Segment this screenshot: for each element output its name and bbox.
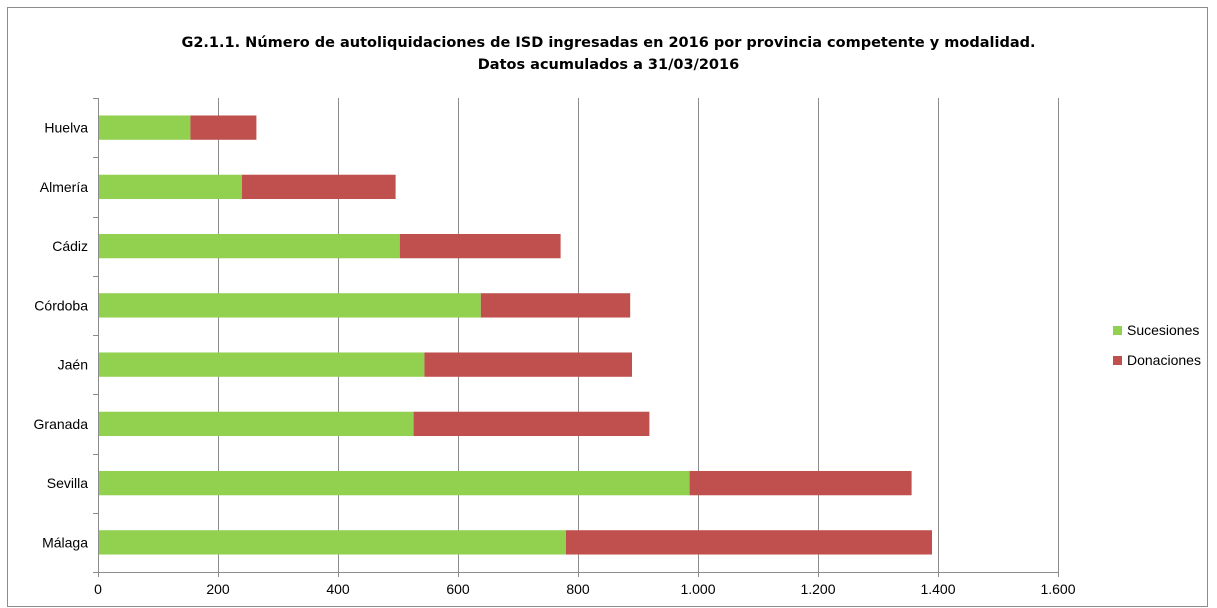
bars — [98, 115, 932, 555]
bar-sucesiones-cádiz — [98, 233, 400, 259]
bar-sucesiones-granada — [98, 411, 414, 437]
x-tick-label: 800 — [566, 581, 590, 597]
y-category-label: Almería — [40, 179, 88, 195]
legend-item-donaciones: Donaciones — [1113, 350, 1201, 370]
bar-donaciones-sevilla — [689, 470, 912, 496]
x-tick-label: 1.600 — [1040, 581, 1075, 597]
legend-swatch-sucesiones — [1113, 325, 1122, 335]
bar-donaciones-jaén — [424, 352, 632, 377]
chart-title: G2.1.1. Número de autoliquidaciones de I… — [0, 32, 1217, 76]
chart-title-line-2: Datos acumulados a 31/03/2016 — [477, 57, 740, 73]
x-tick-label: 600 — [446, 581, 470, 597]
bar-sucesiones-almería — [98, 174, 242, 200]
bar-sucesiones-huelva — [98, 115, 191, 140]
x-tick-label: 1.400 — [920, 581, 955, 597]
x-tick-label: 200 — [206, 581, 230, 597]
x-tick-label: 1.000 — [680, 581, 715, 597]
x-tick-labels: 0 200 400 600 800 1.000 1.200 1.400 1.600 — [94, 581, 1076, 597]
y-category-label: Sevilla — [47, 475, 88, 491]
gridlines — [218, 98, 1059, 572]
bar-sucesiones-córdoba — [98, 293, 481, 318]
bar-sucesiones-jaén — [98, 352, 425, 377]
bar-donaciones-granada — [413, 411, 650, 437]
bar-donaciones-cádiz — [399, 233, 561, 259]
y-category-label: Granada — [34, 416, 89, 432]
x-tick-label: 400 — [326, 581, 350, 597]
bar-donaciones-almería — [242, 174, 396, 200]
y-category-label: Cádiz — [52, 238, 88, 254]
y-category-label: Córdoba — [34, 297, 88, 313]
y-category-labels: Huelva Almería Cádiz Córdoba Jaén Granada Sevi… — [34, 120, 89, 551]
bar-donaciones-córdoba — [480, 293, 631, 318]
bar-donaciones-huelva — [190, 115, 257, 140]
y-category-label: Málaga — [42, 534, 88, 550]
legend: Sucesiones Donaciones — [1113, 320, 1201, 380]
bar-sucesiones-sevilla — [98, 470, 690, 496]
y-category-label: Huelva — [44, 120, 88, 136]
x-tick-label: 0 — [94, 581, 102, 597]
axes — [93, 98, 1059, 577]
y-category-label: Jaén — [58, 357, 88, 373]
x-tick-label: 1.200 — [800, 581, 835, 597]
legend-label-sucesiones: Sucesiones — [1127, 322, 1200, 338]
legend-item-sucesiones: Sucesiones — [1113, 320, 1201, 340]
chart-title-line-1: G2.1.1. Número de autoliquidaciones de I… — [181, 35, 1036, 51]
legend-label-donaciones: Donaciones — [1127, 352, 1201, 368]
bar-sucesiones-málaga — [98, 530, 566, 555]
bar-donaciones-málaga — [566, 530, 932, 555]
legend-swatch-donaciones — [1113, 355, 1122, 365]
